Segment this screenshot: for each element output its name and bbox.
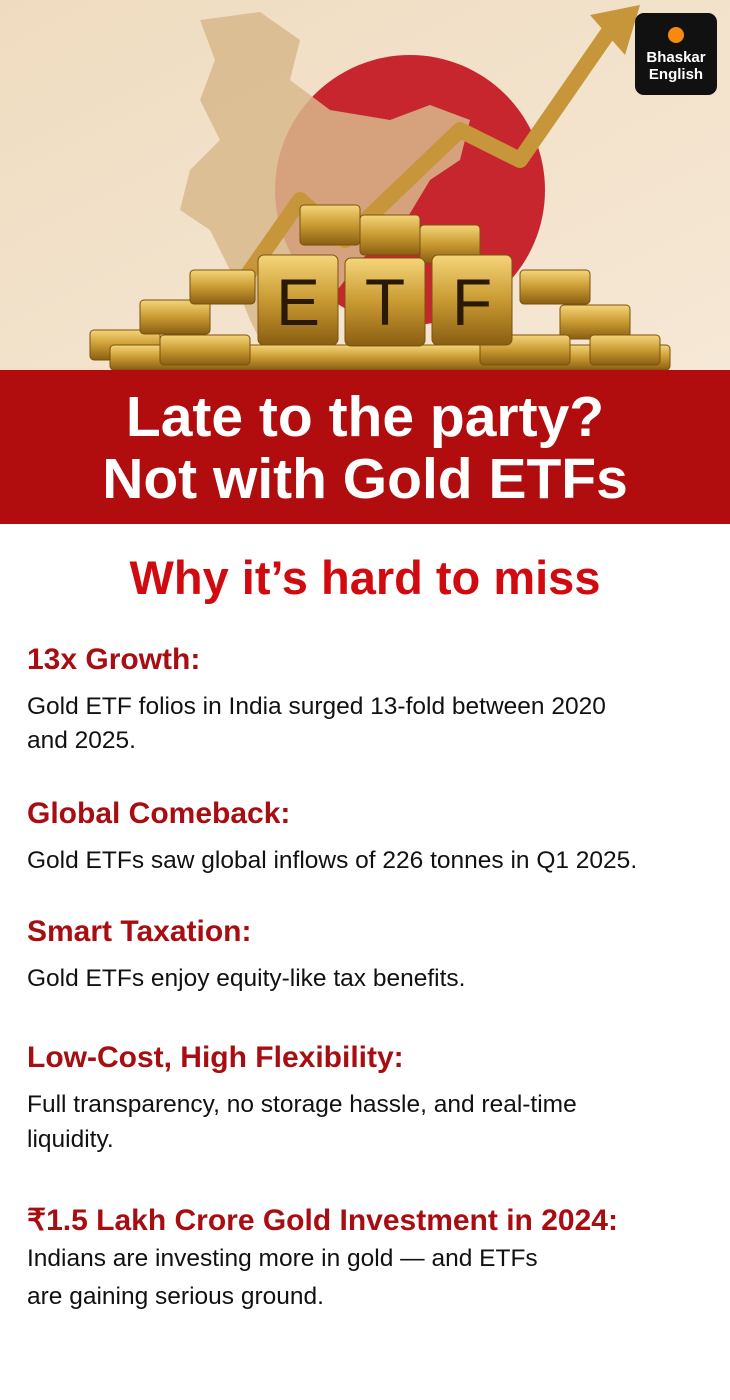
banner-title: Late to the party? <box>125 385 605 449</box>
banner: Late to the party? Not with Gold ETFs <box>0 370 730 524</box>
section-text: and 2025. <box>27 727 136 754</box>
section-text: Indians are investing more in gold — and… <box>27 1245 538 1272</box>
etf-letter: F <box>452 265 492 339</box>
etf-letter: E <box>276 265 320 339</box>
section-heading: ₹1.5 Lakh Crore Gold Investment in 2024: <box>27 1204 618 1237</box>
banner-title: Not with Gold ETFs <box>102 447 628 511</box>
section-text: Gold ETFs enjoy equity-like tax benefits… <box>27 965 466 992</box>
section-heading: Smart Taxation: <box>27 915 252 948</box>
section-heading: 13x Growth: <box>27 643 201 676</box>
section-text: Gold ETF folios in India surged 13-fold … <box>27 693 606 720</box>
logo-text: Bhaskar <box>646 49 705 66</box>
section-text: Full transparency, no storage hassle, an… <box>27 1091 577 1118</box>
section-text: Gold ETFs saw global inflows of 226 tonn… <box>27 847 638 874</box>
etf-letter: T <box>365 265 405 339</box>
section-text: are gaining serious ground. <box>27 1283 324 1310</box>
logo-text: English <box>649 66 703 83</box>
subtitle: Why it’s hard to miss <box>129 551 601 604</box>
section-heading: Low-Cost, High Flexibility: <box>27 1041 404 1074</box>
section-heading: Global Comeback: <box>27 797 291 830</box>
section-text: liquidity. <box>27 1126 114 1153</box>
